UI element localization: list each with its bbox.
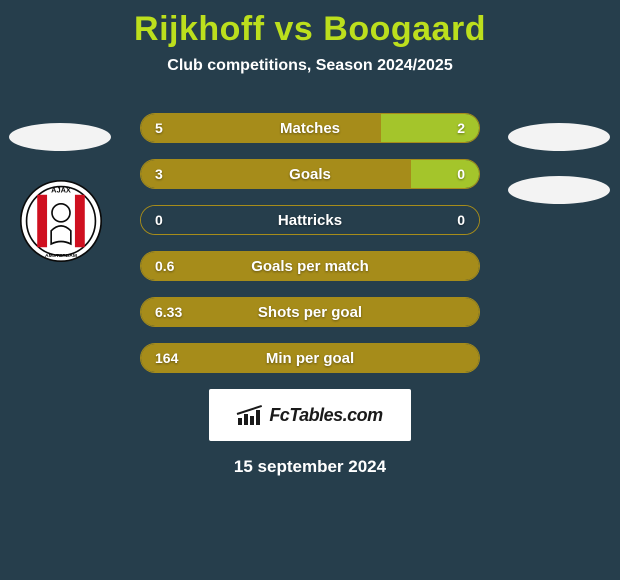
- footer-brand-logo: FcTables.com: [209, 389, 411, 441]
- stat-label: Goals per match: [141, 252, 479, 280]
- stat-row: 164Min per goal: [140, 343, 480, 373]
- page-subtitle: Club competitions, Season 2024/2025: [0, 57, 620, 75]
- club-left-logo: AJAX AMSTERDAM: [20, 180, 102, 262]
- chart-icon: [237, 405, 263, 425]
- stat-label: Hattricks: [141, 206, 479, 234]
- stat-label: Shots per goal: [141, 298, 479, 326]
- stat-row: 00Hattricks: [140, 205, 480, 235]
- stat-row: 6.33Shots per goal: [140, 297, 480, 327]
- footer-date: 15 september 2024: [0, 457, 620, 477]
- stat-row: 52Matches: [140, 113, 480, 143]
- player-left-photo-placeholder: [9, 123, 111, 151]
- footer-brand-text: FcTables.com: [269, 405, 382, 426]
- player-right-photo-placeholder: [508, 123, 610, 151]
- stat-label: Goals: [141, 160, 479, 188]
- club-right-logo-placeholder: [508, 176, 610, 204]
- stat-row: 30Goals: [140, 159, 480, 189]
- page-title: Rijkhoff vs Boogaard: [0, 0, 620, 49]
- stat-row: 0.6Goals per match: [140, 251, 480, 281]
- stat-label: Matches: [141, 114, 479, 142]
- club-logo-top-text: AJAX: [51, 185, 71, 194]
- stat-label: Min per goal: [141, 344, 479, 372]
- club-logo-bottom-text: AMSTERDAM: [45, 253, 77, 259]
